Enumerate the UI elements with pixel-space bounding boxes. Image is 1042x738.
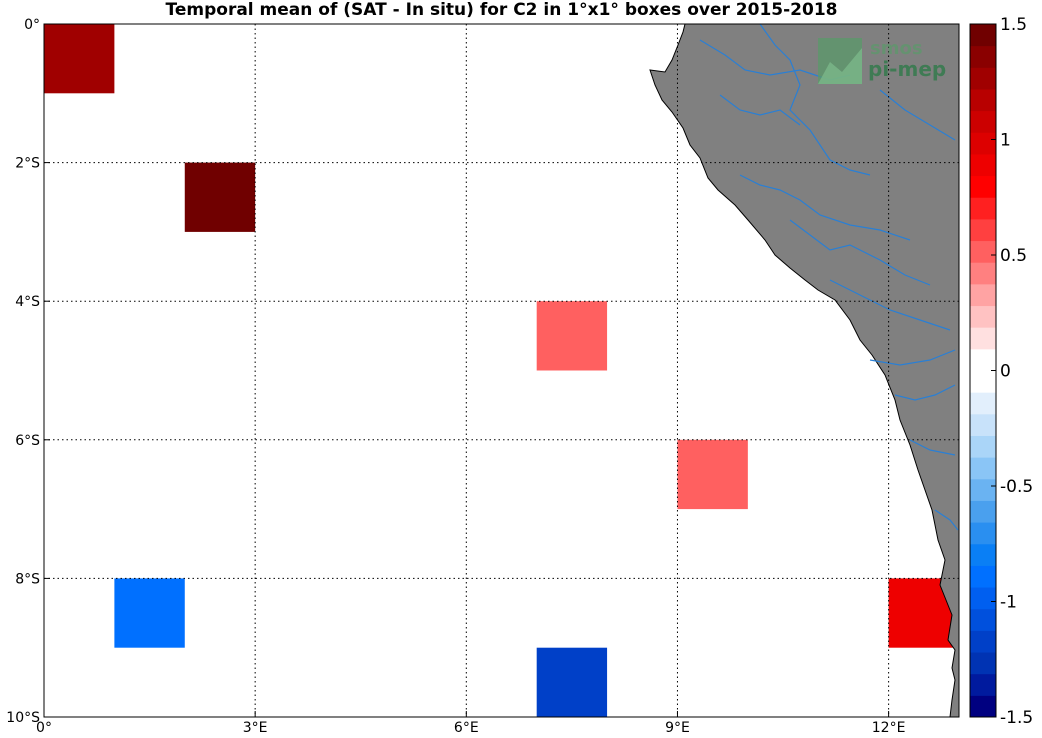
colorbar-tick-label: 1 [1000,131,1011,151]
heatmap-cells [44,24,959,717]
grid-lines [44,24,959,717]
heatmap-cell [44,24,115,94]
colorbar-segment [970,370,996,393]
colorbar-segment [970,478,996,501]
colorbar-tick-label: 0.5 [1000,246,1027,266]
y-tick-label: 6°S [15,433,40,449]
heatmap-cell [677,439,748,510]
colorbar-segment [970,587,996,610]
heatmap-cell [536,647,608,717]
colorbar-tick-label: 0 [1000,362,1011,382]
colorbar-segment [970,608,996,631]
x-tick-label: 9°E [665,720,690,736]
colorbar-segment [970,392,996,415]
map-area: smos pi-mep [44,24,959,717]
colorbar-segment [970,543,996,566]
y-tick-label: 2°S [15,156,40,172]
colorbar-segment [970,88,996,112]
colorbar-segment [970,283,996,307]
colorbar-segment [970,327,996,350]
colorbar-segment [970,153,996,177]
chart-title: Temporal mean of (SAT - In situ) for C2 … [165,0,838,20]
colorbar-segment [970,652,996,675]
colorbar-segment [970,413,996,436]
x-tick-label: 3°E [243,720,268,736]
colorbar-tick-label: -1 [1000,593,1017,613]
colorbar-segment [970,262,996,285]
colorbar-segment [970,457,996,480]
heatmap-cell [536,301,608,371]
logo-line1: smos [870,38,923,59]
rivers [699,24,959,531]
colorbar-segment [970,565,996,588]
y-tick-label: 4°S [15,294,40,310]
y-tick-label: 0° [24,17,40,33]
y-tick-label: 10°S [6,710,40,726]
colorbar-segment [970,435,996,458]
colorbar-segment [970,305,996,328]
x-axis-ticks: 0° 3°E 6°E 9°E 12°E [36,711,905,736]
logo-line2: pi-mep [868,57,946,81]
colorbar-segment [970,695,996,718]
colorbar-segment [970,110,996,133]
colorbar-segment [970,348,996,371]
colorbar-segment [970,673,996,696]
colorbar-tick-label: 1.5 [1000,15,1027,35]
colorbar-segment [970,218,996,242]
colorbar-segment [970,175,996,198]
colorbar-tick-label: -0.5 [1000,477,1033,497]
y-axis-ticks: 0° 2°S 4°S 6°S 8°S 10°S [6,17,50,726]
colorbar-segment [970,630,996,653]
colorbar-tick-label: -1.5 [1000,708,1033,728]
land-mass [649,24,959,717]
colorbar: 1.5 1 0.5 0 -0.5 -1 -1.5 [969,15,1033,728]
y-tick-label: 8°S [15,571,40,587]
colorbar-segment [970,522,996,545]
colorbar-segment [970,240,996,263]
colorbar-segment [970,45,996,68]
smos-pi-mep-logo: smos pi-mep [818,38,946,84]
x-tick-label: 0° [36,720,52,736]
colorbar-segment [970,132,996,155]
colorbar-segment [970,500,996,523]
colorbar-segment [970,24,996,47]
heatmap-cell [184,162,256,232]
colorbar-segment [970,67,996,90]
colorbar-segment [970,197,996,220]
x-tick-label: 12°E [872,720,906,736]
heatmap-cell [114,578,185,648]
x-tick-label: 6°E [454,720,479,736]
